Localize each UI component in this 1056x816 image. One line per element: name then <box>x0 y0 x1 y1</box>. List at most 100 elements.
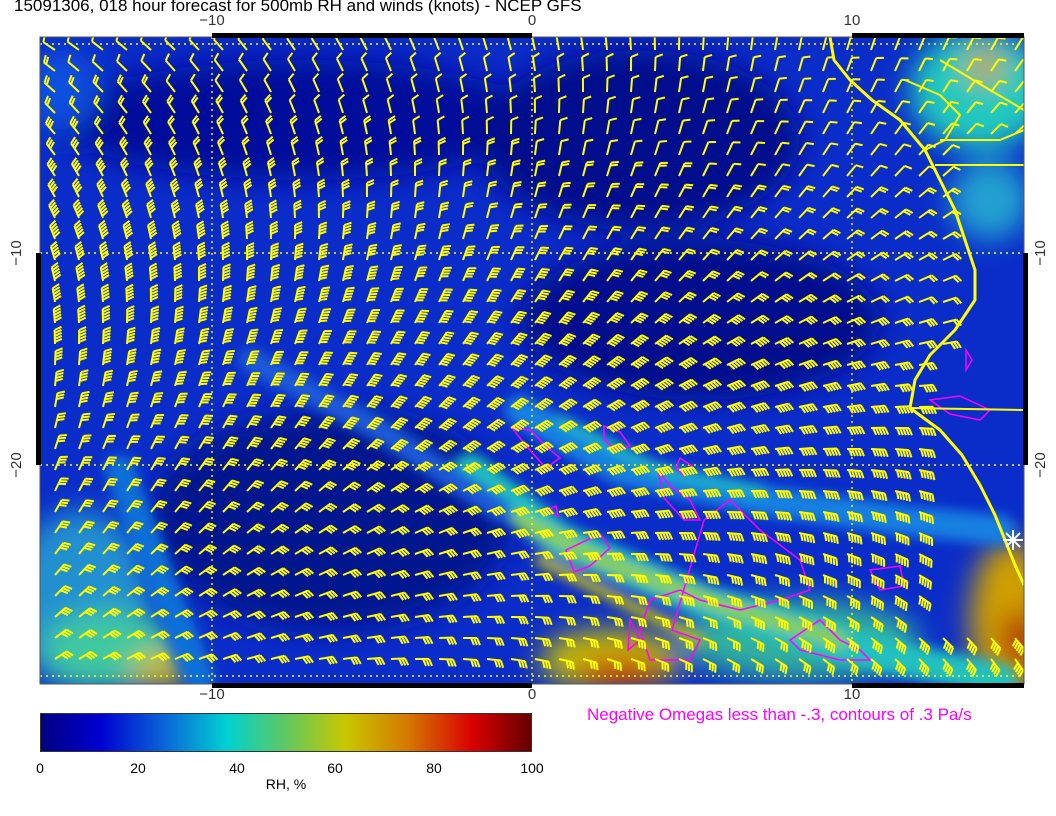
wind-barb <box>558 268 575 282</box>
wind-barb <box>246 523 266 534</box>
wind-barb <box>558 658 576 670</box>
wind-barb <box>750 206 768 219</box>
wind-barb <box>390 547 411 558</box>
wind-barb <box>846 207 865 219</box>
wind-barb <box>268 199 278 219</box>
wind-barb <box>918 100 935 114</box>
wind-barb <box>510 332 528 346</box>
wind-barb <box>98 219 109 240</box>
wind-barb <box>214 73 224 93</box>
wind-barb <box>702 357 722 370</box>
wind-barb <box>1014 80 1024 93</box>
wind-barb <box>582 117 593 135</box>
wind-barb <box>462 396 481 410</box>
wind-barb <box>102 413 116 429</box>
wind-barb <box>190 73 200 93</box>
wind-barb <box>846 574 861 589</box>
wind-barb <box>44 95 56 114</box>
wind-barb <box>414 548 435 558</box>
wind-barb <box>238 73 248 93</box>
wind-barb <box>408 37 416 51</box>
wind-barb <box>654 74 665 93</box>
wind-barb <box>126 651 146 662</box>
wind-barb <box>582 160 595 177</box>
wind-barb <box>774 163 791 177</box>
wind-barb <box>846 229 866 240</box>
wind-barb <box>78 607 98 618</box>
wind-barb <box>630 658 646 672</box>
wind-barb <box>1014 58 1024 72</box>
wind-barb <box>270 610 291 621</box>
wind-barb <box>774 511 793 521</box>
wind-barb <box>486 418 506 432</box>
wind-barb <box>116 74 128 93</box>
wind-barb <box>580 37 589 51</box>
wind-barb <box>750 511 769 521</box>
wind-barb <box>312 72 320 93</box>
wind-barb <box>150 543 169 555</box>
wind-barb <box>318 286 331 303</box>
wind-barb <box>486 353 504 367</box>
wind-barb <box>339 136 348 156</box>
wind-barb <box>630 616 648 628</box>
wind-barb <box>822 511 840 523</box>
wind-barb <box>246 545 266 555</box>
wind-barb <box>558 485 579 497</box>
map-frame <box>36 33 1028 688</box>
wind-barb <box>558 311 576 325</box>
wind-barb <box>366 503 386 513</box>
wind-barb <box>459 73 468 93</box>
wind-barb <box>362 93 370 114</box>
map-title: 15091306, 018 hour forecast for 500mb RH… <box>14 0 582 15</box>
wind-barb <box>750 445 770 456</box>
wind-barb <box>436 115 445 135</box>
wind-barb <box>438 374 456 388</box>
wind-barb <box>822 37 835 51</box>
wind-barb <box>822 207 841 219</box>
wind-barb <box>606 117 618 135</box>
wind-barb <box>342 394 359 409</box>
wind-barb <box>51 283 62 303</box>
wind-barb <box>414 504 434 516</box>
wind-barb <box>54 368 65 387</box>
wind-barb <box>606 355 626 369</box>
wind-barb <box>582 551 602 561</box>
wind-barb <box>52 304 62 324</box>
wind-barb <box>169 177 180 198</box>
wind-barb <box>366 525 386 535</box>
wind-barb <box>462 288 478 303</box>
wind-barb <box>342 612 363 622</box>
wind-barb <box>558 507 579 518</box>
wind-barb <box>654 509 674 519</box>
wind-barb <box>222 631 243 642</box>
wind-barb <box>798 272 818 282</box>
wind-barb <box>170 199 181 219</box>
wind-barb <box>750 54 762 72</box>
wind-barb <box>267 178 277 198</box>
wind-barb <box>558 333 577 347</box>
wind-barb <box>294 221 303 240</box>
wind-barb <box>774 228 793 240</box>
wind-barb <box>244 199 254 219</box>
wind-barb <box>870 404 890 414</box>
wind-barb <box>582 398 602 412</box>
wind-barb <box>94 136 104 156</box>
wind-barb <box>414 635 434 645</box>
wind-barb <box>894 383 914 393</box>
rh-field <box>40 37 1024 684</box>
wind-barb <box>822 142 839 156</box>
wind-barb <box>46 157 58 177</box>
wind-barb <box>678 356 698 370</box>
wind-barb <box>117 94 128 114</box>
wind-barb <box>78 629 98 639</box>
wind-barb <box>557 73 566 93</box>
wind-barb <box>198 587 218 597</box>
wind-barb <box>150 521 168 534</box>
wind-barb <box>318 568 339 578</box>
wind-barb <box>126 521 144 534</box>
wind-barb <box>102 542 120 555</box>
wind-barb <box>534 138 545 156</box>
wind-barb <box>486 506 507 517</box>
wind-barb <box>438 548 459 558</box>
wind-barb <box>750 249 769 261</box>
